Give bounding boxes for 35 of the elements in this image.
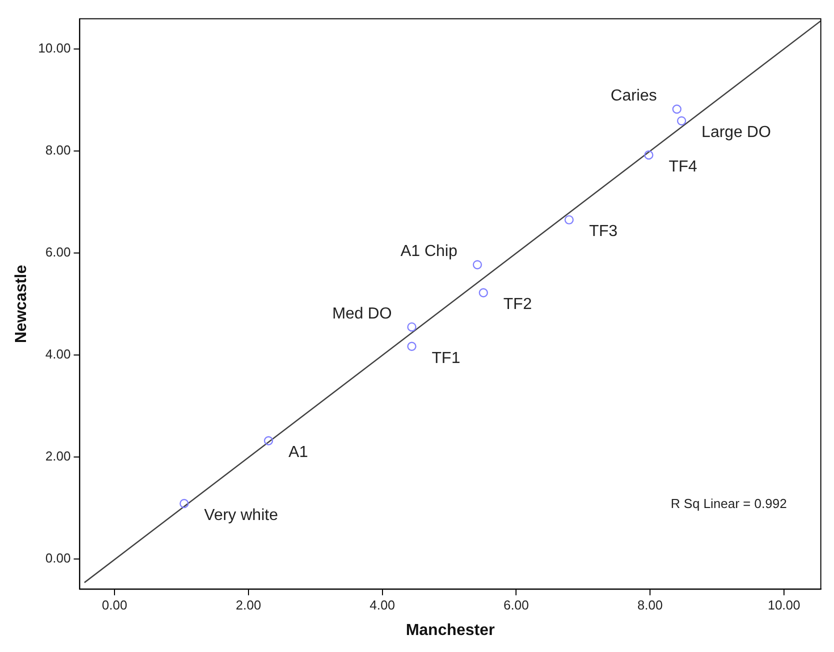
annotation: Caries — [610, 88, 657, 105]
x-tick-label: 6.00 — [504, 598, 529, 613]
x-tick-label: 2.00 — [236, 598, 262, 613]
annotation: TF4 — [668, 158, 698, 176]
point — [180, 498, 189, 508]
annotation: R Sq Linear = 0.992 — [670, 496, 787, 511]
y-tick-label: 2.00 — [45, 448, 71, 464]
annotation: Large DO — [702, 124, 771, 142]
y-axis-title: Newcastle — [13, 264, 30, 344]
y-tick-label: 6.00 — [45, 244, 71, 260]
annotation: TF3 — [589, 223, 618, 240]
y-tick-label: 4.00 — [45, 346, 71, 362]
y-tick-label: 8.00 — [45, 142, 71, 158]
y-tick-label: 10.00 — [38, 40, 71, 56]
x-tick-label: 0.00 — [102, 598, 128, 613]
annotation: A1 — [288, 444, 308, 462]
x-tick-label: 8.00 — [637, 598, 663, 613]
annotation: Very white — [204, 506, 278, 524]
y-tick-label: 0.00 — [45, 550, 71, 566]
point — [264, 436, 274, 446]
point — [407, 342, 416, 351]
point — [672, 104, 682, 114]
point — [644, 150, 654, 160]
x-tick-label: 4.00 — [370, 598, 395, 613]
annotation: Med DO — [332, 305, 392, 322]
point — [478, 288, 488, 298]
point — [407, 322, 416, 332]
point — [564, 215, 574, 224]
x-axis-title: Manchester — [406, 622, 495, 639]
point — [676, 116, 686, 126]
annotation: TF2 — [503, 296, 532, 314]
x-tick-label: 10.00 — [768, 598, 800, 613]
annotation: A1 Chip — [400, 243, 458, 260]
annotation: TF1 — [432, 350, 460, 367]
point — [472, 260, 482, 270]
